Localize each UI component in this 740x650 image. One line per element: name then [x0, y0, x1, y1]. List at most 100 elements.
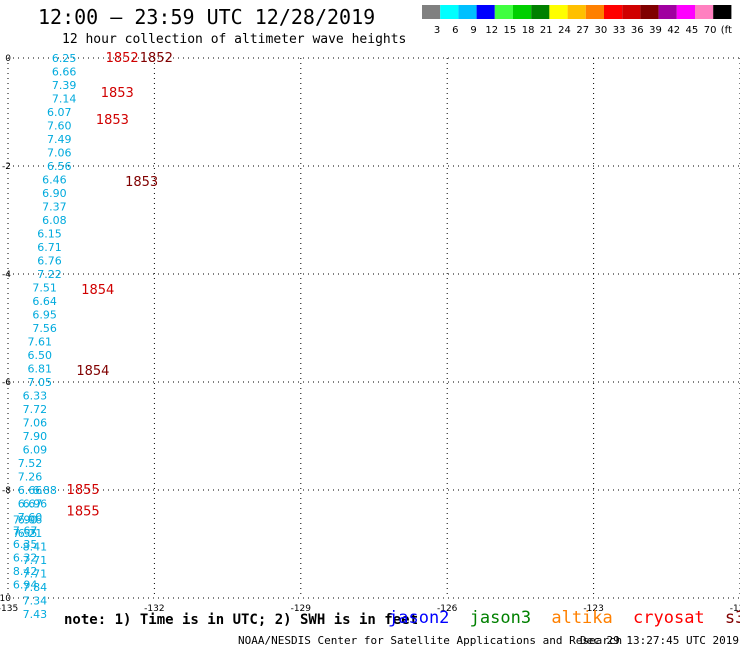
swh-label: 6.32: [13, 552, 38, 565]
swh-label: 6.08: [42, 214, 67, 227]
scale-swatch: [458, 5, 477, 19]
swh-label: 7.60: [18, 511, 43, 524]
scale-swatch: [549, 5, 568, 19]
swh-label: 7.55: [13, 527, 38, 540]
swh-label: 6.06: [18, 514, 43, 527]
legend-cryosat: cryosat: [633, 608, 705, 628]
swh-label: 7.61: [28, 336, 53, 349]
scale-label: 70: [704, 25, 717, 36]
scale-swatch: [695, 5, 714, 19]
legend-s3a: s3a: [724, 608, 740, 628]
x-tick-label: -123: [583, 604, 603, 614]
x-tick-label: -135: [0, 604, 18, 614]
scale-swatch: [676, 5, 695, 19]
time-label: 1853: [125, 175, 158, 190]
swh-label: 6.67: [18, 498, 43, 511]
swh-label: 7.49: [47, 133, 72, 146]
swh-label: 7.37: [42, 201, 67, 214]
y-tick-label: -8: [2, 486, 11, 496]
legend-jason3: jason3: [469, 608, 532, 628]
swh-label: 6.81: [28, 363, 53, 376]
legend-jason2: jason2: [388, 608, 450, 628]
x-tick-label: -132: [144, 604, 164, 614]
swh-label: 7.71: [23, 554, 48, 567]
swh-label: 7.05: [28, 376, 53, 389]
swh-label: 7.90: [23, 430, 48, 443]
scale-label: 33: [613, 25, 626, 36]
swh-label: 7.51: [32, 282, 57, 295]
scale-swatch: [640, 5, 659, 19]
scale-label: 18: [522, 25, 535, 36]
scale-label: 42: [667, 25, 680, 36]
y-tick-label: -2: [2, 162, 11, 172]
scale-swatch: [531, 5, 550, 19]
scale-swatch: [567, 5, 586, 19]
scale-swatch: [713, 5, 732, 19]
swh-label: 7.71: [23, 568, 48, 581]
swh-label: 6.35: [13, 538, 38, 551]
time-label: 1853: [101, 86, 134, 101]
scale-label: 9: [470, 25, 476, 36]
scale-label: 27: [576, 25, 589, 36]
swh-label: 7.39: [52, 79, 77, 92]
swh-label: 8.41: [23, 541, 48, 554]
chart-subtitle: 12 hour collection of altimeter wave hei…: [62, 32, 407, 47]
chart-title: 12:00 – 23:59 UTC 12/28/2019: [38, 5, 376, 29]
time-label: 1853: [96, 113, 129, 128]
scale-label: 36: [631, 25, 644, 36]
scale-label: 21: [540, 25, 553, 36]
scale-swatch: [476, 5, 495, 19]
swh-label: 6.95: [32, 309, 57, 322]
scale-swatch: [513, 5, 532, 19]
time-label: 1855: [67, 505, 100, 520]
swh-label: 6.96: [23, 498, 48, 511]
scale-label: 15: [504, 25, 517, 36]
x-tick-label: -126: [437, 604, 458, 614]
swh-label: 8.42: [13, 565, 38, 578]
swh-label: 7.06: [23, 417, 48, 430]
swh-label: 6.90: [42, 187, 67, 200]
time-label: 1854: [81, 283, 114, 298]
time-label: 1854: [76, 364, 109, 379]
swh-label: 6.33: [23, 390, 48, 403]
scale-swatch: [422, 5, 441, 19]
x-tick-label: -129: [291, 604, 312, 614]
scale-label: 12: [485, 25, 498, 36]
scale-label: 39: [649, 25, 662, 36]
swh-label: 6.15: [37, 228, 62, 241]
time-label: 1855: [67, 483, 100, 498]
scale-swatch: [658, 5, 677, 19]
scale-label: 24: [558, 25, 571, 36]
swh-label: 6.46: [42, 174, 67, 187]
time-label: 1852: [106, 51, 139, 66]
swh-label: 6.94: [13, 579, 38, 592]
swh-label: 7.22: [37, 268, 62, 281]
scale-swatch: [585, 5, 604, 19]
swh-label: 7.72: [23, 403, 48, 416]
swh-label: 6.21: [18, 527, 43, 540]
swh-label: 7.43: [23, 608, 48, 621]
swh-label: 7.90: [13, 514, 38, 527]
swh-label: 6.76: [37, 255, 62, 268]
footnote: note: 1) Time is in UTC; 2) SWH is in fe…: [64, 612, 419, 628]
scale-label: 3: [434, 25, 440, 36]
swh-label: 7.56: [32, 322, 57, 335]
satellite-legend: jason2 jason3 altika cryosat s3a: [388, 608, 740, 628]
scale-swatch: [604, 5, 623, 19]
y-tick-label: -4: [2, 270, 11, 280]
swh-label: 6.07: [47, 106, 72, 119]
y-tick-label: -10: [0, 594, 11, 604]
swh-label: 6.88: [32, 484, 57, 497]
swh-label: 7.67: [13, 525, 38, 538]
swh-label: 6.56: [47, 160, 72, 173]
scale-label: 6: [452, 25, 458, 36]
time-label: 1852: [140, 51, 173, 66]
scale-swatch: [622, 5, 641, 19]
swh-label: 6.66: [52, 66, 77, 79]
swh-label: 7.34: [23, 595, 48, 608]
scale-swatch: [494, 5, 513, 19]
scale-label: 30: [595, 25, 608, 36]
swh-label: 6.50: [28, 349, 53, 362]
x-tick-label: -120: [730, 604, 740, 614]
